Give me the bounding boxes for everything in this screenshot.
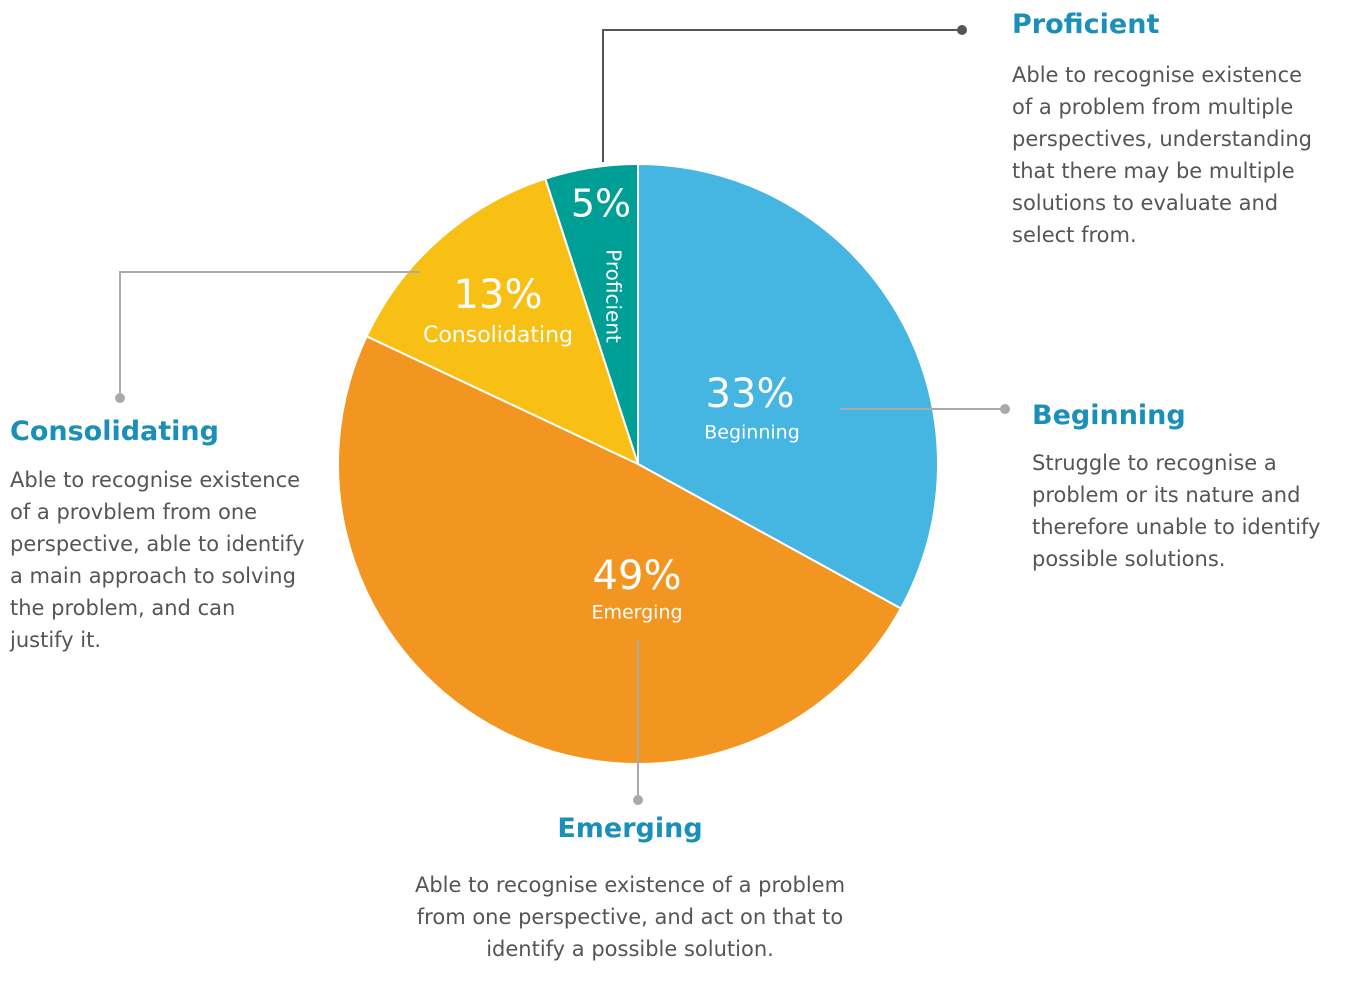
pie-slice: [365, 177, 640, 466]
level-heading: Consolidating: [10, 416, 219, 447]
level-description: Struggle to recognise a problem or its n…: [1032, 451, 1321, 571]
slice-percent: 49%: [593, 553, 682, 599]
slice-name: Emerging: [591, 602, 682, 624]
level-heading: Beginning: [1032, 400, 1186, 431]
slice-name: Proficient: [602, 249, 626, 343]
leader-line: [602, 29, 962, 162]
pie-slice: [337, 334, 903, 765]
level-description: Able to recognise existence of a provble…: [10, 468, 305, 652]
slice-percent: 33%: [706, 371, 795, 417]
slice-name: Beginning: [704, 422, 800, 444]
slice-percent: 13%: [454, 272, 543, 318]
level-description: Able to recognise existence of a problem…: [1012, 63, 1312, 247]
slice-percent: 5%: [571, 182, 631, 226]
level-heading: Emerging: [557, 813, 703, 844]
leader-dot: [633, 795, 643, 805]
slice-name: Consolidating: [423, 323, 573, 348]
leader-dot: [1000, 404, 1010, 414]
pie-slice: [637, 162, 939, 610]
level-description: Able to recognise existence of a problem…: [414, 873, 846, 961]
leader-line: [119, 271, 420, 398]
leader-dot: [115, 393, 125, 403]
leader-dot: [957, 25, 967, 35]
level-heading: Proficient: [1012, 9, 1160, 40]
pie-slice: [544, 162, 639, 465]
